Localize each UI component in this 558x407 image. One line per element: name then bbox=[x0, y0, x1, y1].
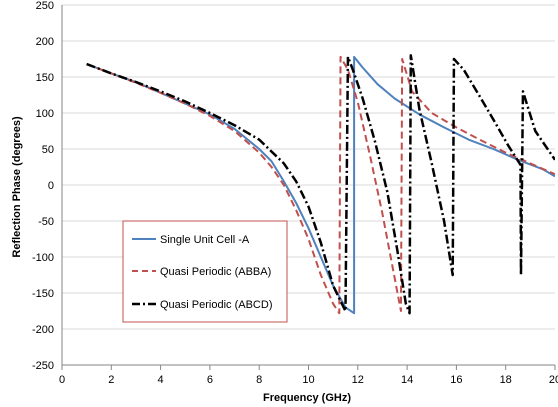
plot-area bbox=[86, 54, 555, 315]
x-axis-title: Frequency (GHz) bbox=[263, 392, 351, 404]
x-tick-label: 2 bbox=[108, 374, 114, 386]
x-tick-labels: 0 2 4 6 8 10 12 14 16 18 20 bbox=[59, 374, 558, 386]
legend-label-quasi-periodic-abcd: Quasi Periodic (ABCD) bbox=[160, 299, 272, 311]
legend-label-single-unit-cell: Single Unit Cell -A bbox=[160, 234, 250, 246]
y-tick-label: 50 bbox=[42, 144, 54, 156]
x-tick-label: 10 bbox=[302, 374, 314, 386]
x-tick-label: 6 bbox=[207, 374, 213, 386]
y-tick-label: 150 bbox=[36, 72, 54, 84]
legend-label-quasi-periodic-abba: Quasi Periodic (ABBA) bbox=[160, 266, 271, 278]
y-tick-label: 100 bbox=[36, 108, 54, 120]
x-tick-label: 16 bbox=[450, 374, 462, 386]
y-tick-label: -250 bbox=[32, 360, 54, 372]
y-tick-labels: 250 200 150 100 50 0 -50 -100 -150 -200 -250 bbox=[32, 0, 54, 372]
x-tick-label: 0 bbox=[59, 374, 65, 386]
legend: Single Unit Cell -A Quasi Periodic (ABBA… bbox=[122, 220, 288, 323]
y-tick-label: 250 bbox=[36, 0, 54, 12]
axes bbox=[61, 5, 556, 370]
x-tick-label: 20 bbox=[549, 374, 558, 386]
series-line-2 bbox=[86, 55, 555, 315]
y-tick-label: -150 bbox=[32, 288, 54, 300]
y-axis-title: Reflection Phase (degrees) bbox=[11, 116, 23, 258]
x-tick-label: 8 bbox=[256, 374, 262, 386]
x-tick-label: 14 bbox=[401, 374, 413, 386]
y-tick-label: -100 bbox=[32, 252, 54, 264]
y-tick-label: -200 bbox=[32, 324, 54, 336]
y-tick-label: 0 bbox=[48, 180, 54, 192]
x-tick-label: 4 bbox=[158, 374, 164, 386]
y-tick-label: -50 bbox=[38, 216, 54, 228]
x-tick-label: 18 bbox=[500, 374, 512, 386]
y-tick-label: 200 bbox=[36, 36, 54, 48]
x-tick-label: 12 bbox=[352, 374, 364, 386]
